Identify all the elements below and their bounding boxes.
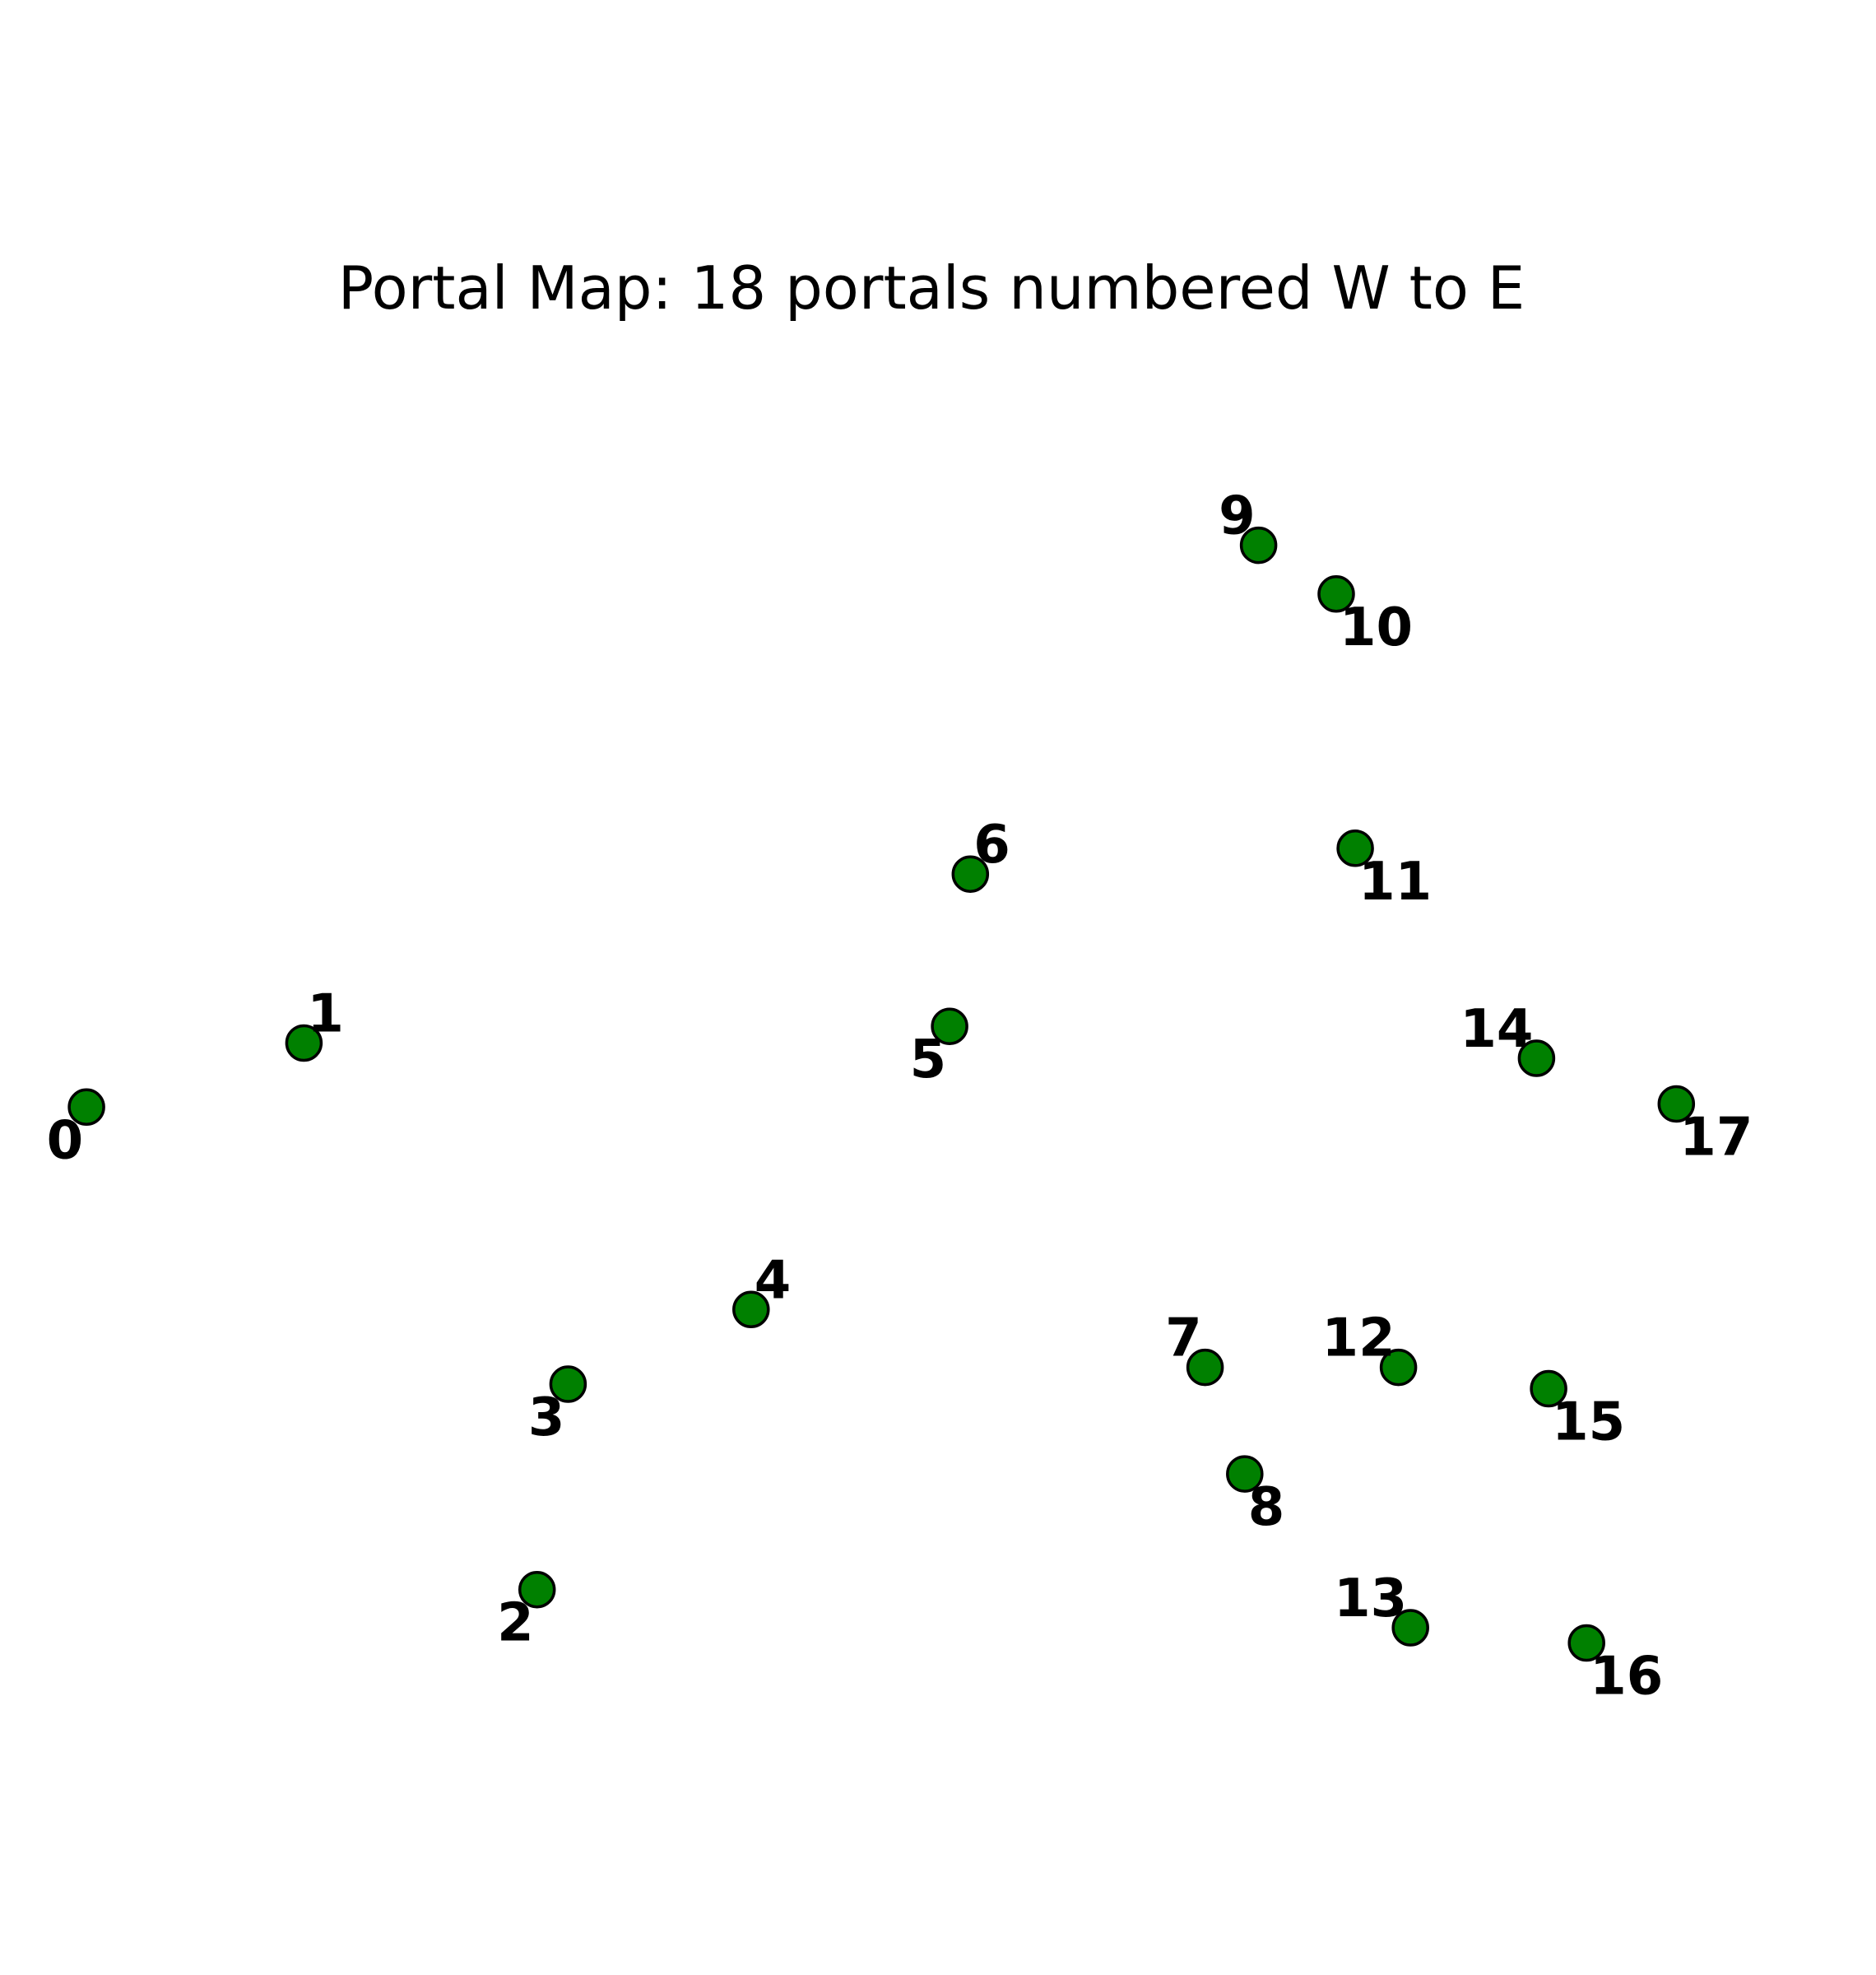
portal-label-12: 12 — [1322, 1308, 1395, 1369]
portal-label-3: 3 — [528, 1387, 565, 1448]
portal-marker-1 — [285, 1024, 323, 1062]
portal-label-5: 5 — [910, 1029, 947, 1090]
portal-marker-7 — [1186, 1348, 1224, 1387]
portal-marker-13 — [1391, 1609, 1429, 1647]
portal-marker-16 — [1567, 1624, 1605, 1662]
portal-marker-15 — [1530, 1369, 1567, 1408]
portal-label-17: 17 — [1679, 1108, 1753, 1169]
portal-label-11: 11 — [1358, 852, 1432, 913]
portal-marker-12 — [1379, 1348, 1418, 1387]
portal-label-13: 13 — [1334, 1568, 1407, 1629]
portal-marker-8 — [1226, 1455, 1264, 1493]
portal-label-10: 10 — [1340, 597, 1413, 658]
portal-marker-17 — [1657, 1085, 1696, 1123]
portal-marker-14 — [1517, 1039, 1556, 1077]
portal-marker-10 — [1317, 575, 1355, 613]
portal-marker-6 — [951, 855, 990, 893]
portal-marker-4 — [732, 1290, 770, 1329]
portal-label-2: 2 — [497, 1593, 534, 1654]
portal-label-0: 0 — [47, 1110, 84, 1171]
portal-marker-5 — [931, 1007, 968, 1045]
portal-marker-0 — [67, 1088, 105, 1127]
portal-label-7: 7 — [1165, 1308, 1202, 1369]
portal-marker-9 — [1239, 526, 1278, 565]
map-title: Portal Map: 18 portals numbered W to E — [338, 253, 1525, 323]
portal-label-1: 1 — [307, 984, 344, 1045]
portal-label-8: 8 — [1248, 1477, 1285, 1538]
portal-marker-11 — [1336, 830, 1374, 867]
portal-marker-3 — [549, 1365, 587, 1403]
portal-label-14: 14 — [1460, 999, 1533, 1060]
portal-marker-2 — [518, 1570, 556, 1609]
portal-label-4: 4 — [755, 1250, 792, 1311]
portal-label-15: 15 — [1552, 1392, 1625, 1453]
portal-label-6: 6 — [973, 815, 1010, 876]
portal-label-9: 9 — [1219, 486, 1256, 547]
portal-label-16: 16 — [1590, 1646, 1663, 1707]
